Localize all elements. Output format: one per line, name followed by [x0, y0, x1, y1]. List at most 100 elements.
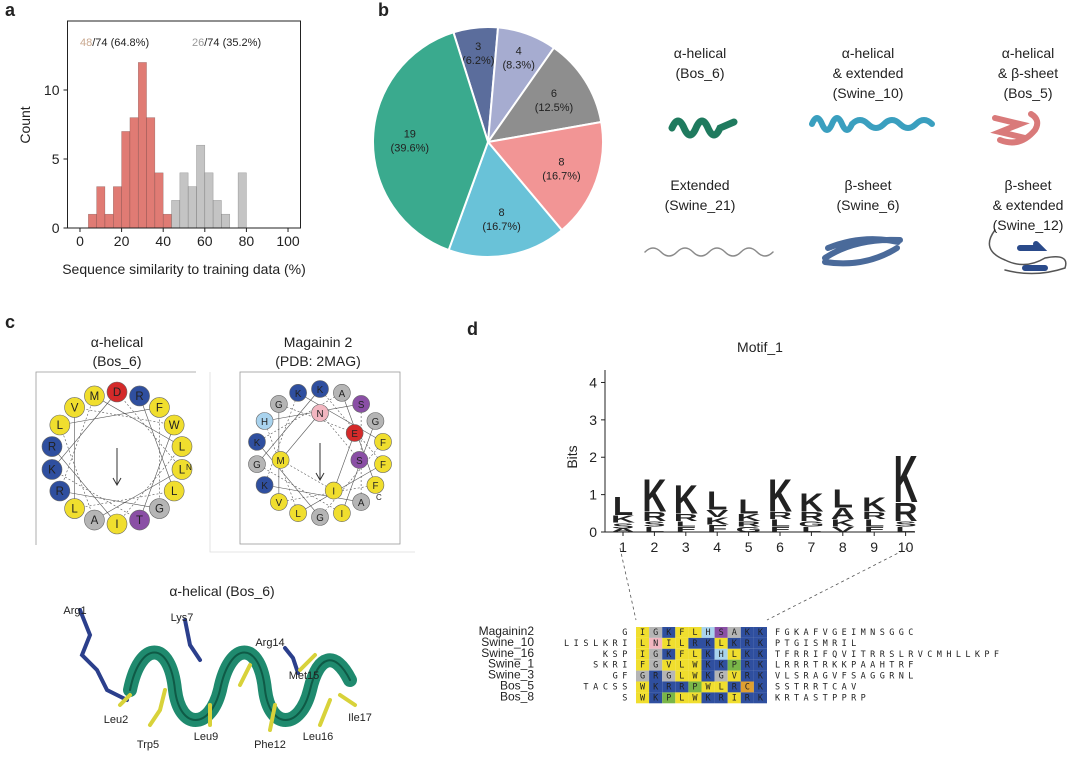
motif-cell	[688, 637, 702, 649]
motif-letter: F	[640, 661, 645, 671]
residue-circle	[352, 395, 370, 413]
motif-letter: A	[732, 628, 737, 638]
residue-letter: D	[113, 387, 121, 399]
residue-circle	[311, 404, 329, 422]
bar	[96, 186, 106, 229]
logo-letter: R	[642, 510, 666, 524]
motif-letter: W	[692, 693, 698, 703]
structure-label: α-helical	[674, 45, 726, 61]
motif-cell	[753, 670, 767, 682]
motif-letter: R	[732, 683, 738, 693]
residue-circle	[248, 433, 266, 451]
motif-letter: K	[758, 639, 764, 649]
residue-letter: I	[115, 519, 118, 531]
slice-count: 19	[404, 128, 416, 140]
wheel-link	[59, 490, 160, 509]
wheel-title: Magainin 2	[284, 334, 353, 350]
residue-circle	[149, 397, 170, 418]
motif-letter: V	[732, 672, 737, 682]
pie-slice	[485, 46, 603, 144]
y-tick-label: 0	[52, 220, 60, 236]
motif-cell	[714, 692, 728, 704]
residue-letter: K	[261, 481, 268, 492]
residue-circle	[106, 513, 128, 535]
residue-circle	[129, 509, 150, 531]
logo-letter: S	[643, 520, 665, 529]
sequence-suffix: TFRRIFQVITRRSLRVCMHLLKPF	[775, 650, 1003, 660]
logo-letter: K	[831, 518, 855, 529]
motif-cell	[740, 692, 754, 704]
logo-letter: V	[832, 525, 854, 534]
residue-letter: L	[57, 420, 64, 432]
motif-letter: P	[692, 683, 697, 693]
motif-letter: R	[745, 693, 751, 703]
logo-letter: R	[737, 520, 761, 529]
motif-cell	[727, 670, 741, 682]
residue-letter: K	[48, 464, 56, 476]
motif-letter: G	[653, 661, 658, 671]
motif-letter: W	[640, 693, 646, 703]
logo-letter: K	[799, 489, 824, 517]
structure-cartoons	[644, 111, 1067, 275]
residue-letter: R	[48, 442, 56, 454]
residue-letter: G	[372, 417, 380, 428]
wheel-link	[264, 484, 362, 503]
slice-percent: (16.7%)	[482, 221, 521, 233]
motif-letter: L	[692, 628, 697, 638]
panel-label: a	[5, 0, 16, 20]
residue-letter: M	[277, 456, 285, 467]
wheel-link	[319, 441, 384, 518]
bar	[129, 117, 139, 229]
logo-letter: R	[674, 512, 698, 523]
structure-label: (Swine_12)	[993, 217, 1064, 233]
wheel-link	[59, 407, 160, 426]
motif-cell	[649, 648, 663, 660]
logo-letter: S	[894, 520, 916, 529]
structure-label: & β-sheet	[998, 65, 1058, 81]
x-tick-label: 0	[76, 233, 84, 249]
logo-letter: K	[705, 516, 729, 527]
motif-letter: P	[732, 661, 737, 671]
logo-letter: K	[737, 512, 761, 523]
wheel-link	[333, 432, 355, 491]
zoom-line	[619, 547, 909, 621]
motif-cell	[649, 637, 663, 649]
residue-circle	[333, 504, 351, 522]
residue-circle	[271, 451, 290, 469]
residue-letter: A	[358, 498, 365, 509]
bar	[162, 213, 172, 229]
motif-letter: L	[679, 639, 684, 649]
residue-label: Ile17	[348, 712, 372, 724]
motif-letter: R	[719, 693, 725, 703]
slice-percent: (16.7%)	[542, 171, 581, 183]
motif-letter: L	[692, 650, 697, 660]
annotation: 26/74 (35.2%)	[192, 37, 261, 49]
residue-circle	[49, 480, 71, 502]
motif-cell	[753, 627, 767, 638]
residue-letter: N	[316, 409, 323, 420]
residue-circle	[248, 455, 266, 473]
residue-letter: G	[155, 504, 164, 516]
motif-letter: K	[666, 628, 672, 638]
motif-letter: W	[705, 683, 711, 693]
cartoon-sheet-extended	[988, 229, 1067, 275]
motif-cell	[701, 670, 715, 682]
residue-circle	[366, 412, 385, 430]
residue-label: Leu16	[303, 731, 334, 743]
motif-cell	[636, 681, 650, 693]
structure-label: (Bos_6)	[675, 65, 724, 81]
motif-cell	[662, 648, 676, 660]
residue-circle	[289, 504, 307, 522]
helix-edge	[129, 651, 351, 721]
slice-count: 6	[551, 88, 557, 100]
residue-label: Arg14	[255, 637, 284, 649]
sequence-name: Bos_8	[500, 689, 534, 703]
motif-cell	[753, 637, 767, 649]
y-tick-label: 5	[52, 151, 60, 167]
logo-letter: R	[894, 498, 918, 526]
motif-letter: K	[705, 672, 711, 682]
motif-letter: H	[719, 650, 724, 660]
cartoon-sheet	[822, 236, 903, 267]
bar	[154, 172, 164, 229]
motif-letter: P	[666, 693, 671, 703]
